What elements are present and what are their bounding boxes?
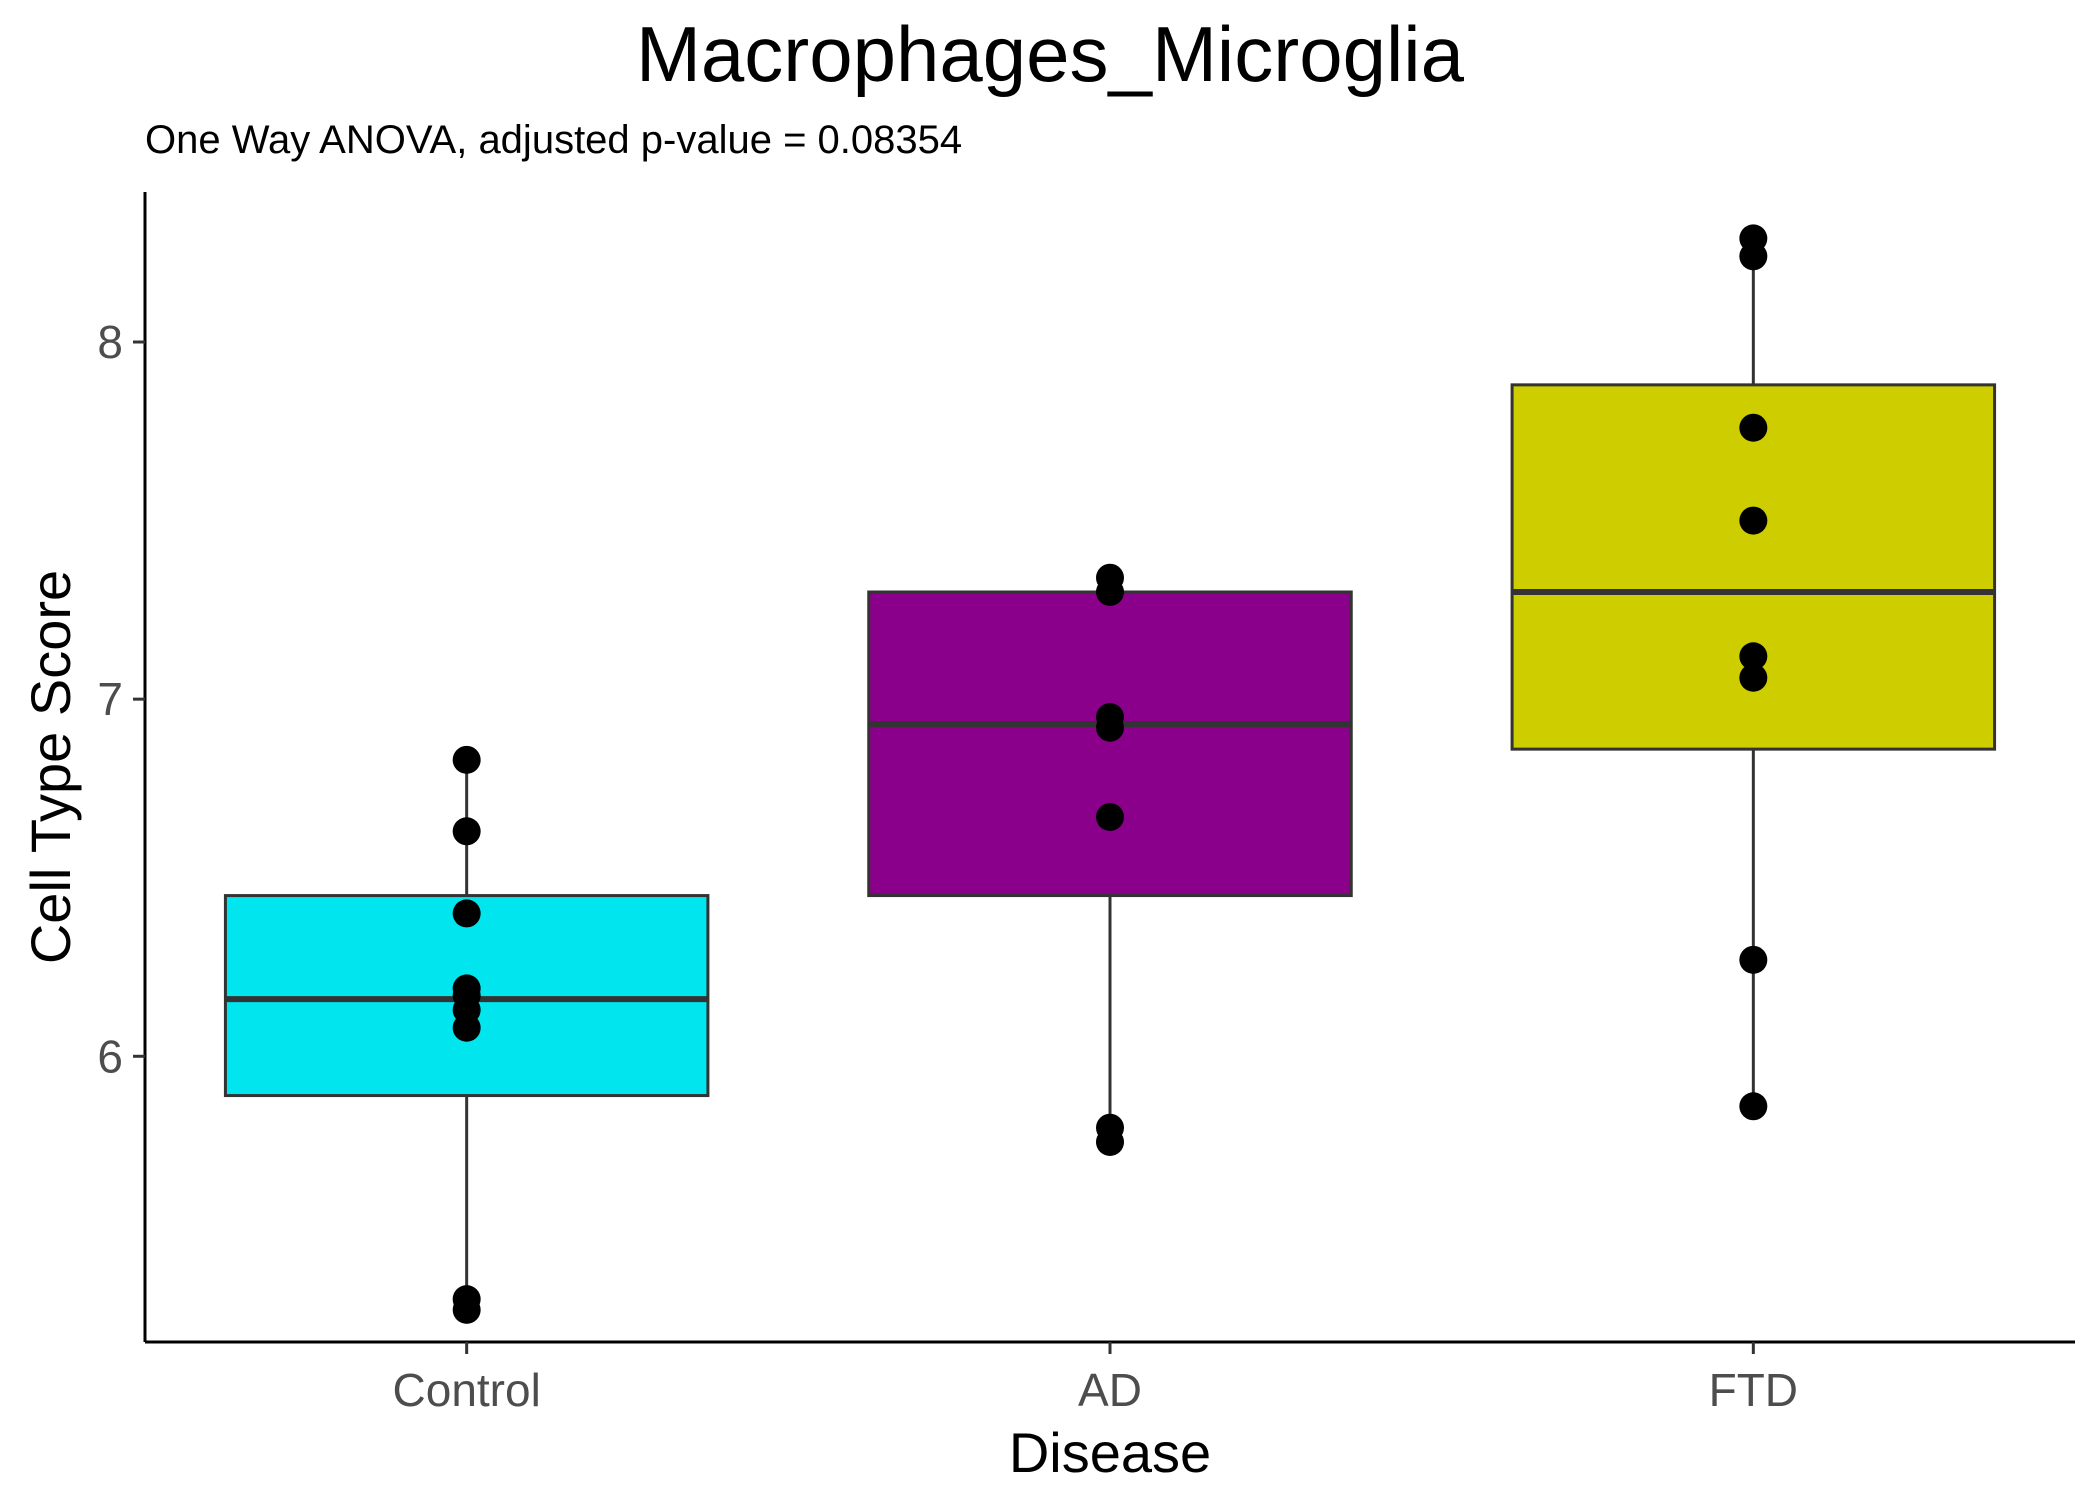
y-tick-label: 7 bbox=[97, 673, 123, 725]
data-point bbox=[1739, 945, 1768, 974]
plot-marks bbox=[223, 224, 1997, 1324]
box-group-ftd bbox=[1510, 224, 1997, 1121]
y-tick-label: 6 bbox=[97, 1030, 123, 1082]
data-point bbox=[1739, 242, 1768, 271]
data-point bbox=[452, 817, 481, 846]
data-point bbox=[452, 1013, 481, 1042]
x-axis-title: Disease bbox=[1009, 1421, 1211, 1484]
data-point bbox=[1739, 1092, 1768, 1121]
data-point bbox=[1096, 1128, 1124, 1156]
data-point bbox=[1096, 713, 1124, 742]
box-group-control bbox=[223, 745, 710, 1324]
x-tick-label: FTD bbox=[1709, 1364, 1798, 1416]
data-point bbox=[452, 745, 481, 774]
y-tick-label: 8 bbox=[97, 316, 123, 368]
y-axis-ticks: 6 7 8 bbox=[97, 316, 145, 1082]
box-group-ad bbox=[867, 563, 1353, 1156]
data-point bbox=[1096, 803, 1124, 831]
x-axis-ticks: Control AD FTD bbox=[393, 1342, 1798, 1416]
data-point bbox=[1096, 578, 1124, 606]
chart-title: Macrophages_Microglia bbox=[635, 10, 1465, 98]
data-point bbox=[452, 899, 481, 928]
data-point bbox=[1739, 663, 1768, 692]
data-point bbox=[1739, 506, 1768, 535]
data-point bbox=[452, 1295, 481, 1324]
data-point bbox=[1739, 413, 1768, 442]
data-point bbox=[1739, 642, 1768, 671]
chart-subtitle: One Way ANOVA, adjusted p-value = 0.0835… bbox=[145, 118, 963, 162]
y-axis-title: Cell Type Score bbox=[19, 570, 82, 964]
box-body bbox=[867, 590, 1353, 898]
x-tick-label: Control bbox=[393, 1364, 541, 1416]
x-tick-label: AD bbox=[1078, 1364, 1142, 1416]
